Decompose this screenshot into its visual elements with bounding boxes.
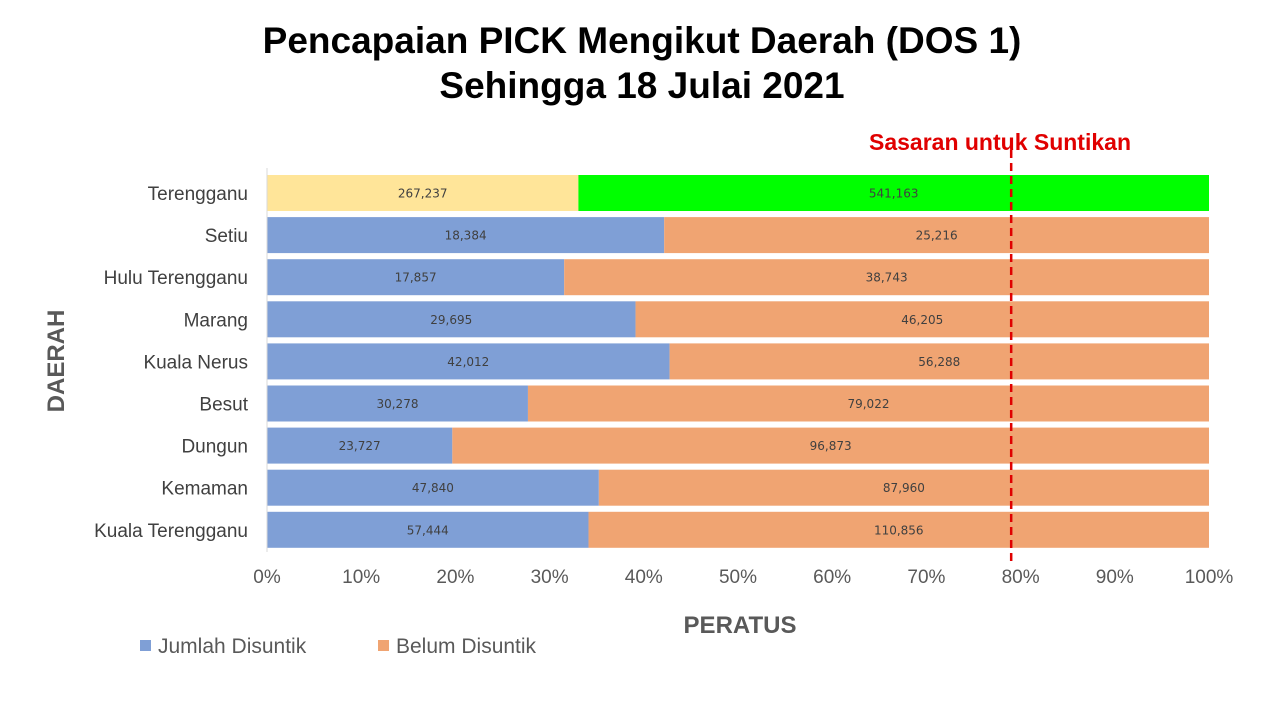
bar-belum-disuntik	[664, 217, 1209, 254]
chart-title-line-1: Pencapaian PICK Mengikut Daerah (DOS 1)	[262, 20, 1022, 61]
data-label-belum: 110,856	[874, 523, 924, 537]
data-label-belum: 46,205	[901, 313, 943, 327]
bar-jumlah-disuntik	[267, 469, 599, 506]
data-label-belum: 56,288	[918, 355, 960, 369]
bar-jumlah-disuntik	[267, 175, 579, 211]
category-label: Kuala Terengganu	[94, 521, 248, 542]
x-tick-label: 50%	[719, 567, 757, 588]
bar-jumlah-disuntik	[267, 427, 453, 464]
data-label-jumlah: 57,444	[407, 523, 449, 537]
category-label: Terengganu	[148, 184, 248, 205]
legend: Jumlah Disuntik Belum Disuntik	[140, 635, 537, 658]
data-label-belum: 79,022	[847, 397, 889, 411]
x-tick-label: 40%	[625, 567, 663, 588]
category-label: Marang	[184, 310, 248, 331]
category-label: Kuala Nerus	[143, 352, 248, 373]
bar-jumlah-disuntik	[267, 301, 636, 338]
category-label: Dungun	[181, 437, 248, 458]
category-label: Hulu Terengganu	[104, 268, 248, 289]
y-axis-title: DAERAH	[43, 310, 70, 413]
x-tick-label: 70%	[907, 567, 945, 588]
x-tick-label: 100%	[1185, 567, 1234, 588]
legend-swatch	[378, 640, 389, 651]
x-tick-label: 20%	[436, 567, 474, 588]
bar-belum-disuntik	[578, 175, 1209, 211]
data-label-belum: 541,163	[869, 187, 919, 201]
bar-jumlah-disuntik	[267, 343, 670, 380]
bar-belum-disuntik	[452, 427, 1209, 464]
data-label-belum: 38,743	[866, 271, 908, 285]
bar-jumlah-disuntik	[267, 259, 565, 296]
data-label-jumlah: 29,695	[430, 313, 472, 327]
legend-label: Belum Disuntik	[396, 635, 537, 658]
chart-title: Pencapaian PICK Mengikut Daerah (DOS 1) …	[0, 18, 1280, 108]
bar-belum-disuntik	[564, 259, 1209, 296]
data-label-jumlah: 47,840	[412, 481, 454, 495]
data-label-belum: 96,873	[810, 439, 852, 453]
bar-belum-disuntik	[669, 343, 1209, 380]
x-tick-label: 60%	[813, 567, 851, 588]
bar-belum-disuntik	[635, 301, 1209, 338]
category-label: Besut	[199, 395, 248, 416]
bar-belum-disuntik	[527, 385, 1209, 422]
data-label-belum: 87,960	[883, 481, 925, 495]
legend-label: Jumlah Disuntik	[158, 635, 307, 658]
data-label-jumlah: 18,384	[445, 229, 487, 243]
bar-jumlah-disuntik	[267, 511, 589, 548]
data-label-jumlah: 30,278	[376, 397, 418, 411]
category-labels: Terengganu Setiu Hulu Terengganu Marang Kua…	[94, 184, 249, 542]
bar-jumlah-disuntik	[267, 217, 665, 254]
bar-belum-disuntik	[588, 511, 1209, 548]
category-label: Setiu	[205, 226, 248, 247]
x-axis-title: PERATUS	[684, 612, 797, 639]
target-label: Sasaran untuk Suntikan	[869, 129, 1131, 155]
x-tick-labels: 0% 10% 20% 30% 40% 50% 60% 70% 80% 90% 100%	[253, 567, 1233, 588]
bars-group: 267,237 541,163 18,384 25,216 17,857 38,743 29…	[267, 175, 1209, 548]
x-tick-label: 80%	[1002, 567, 1040, 588]
bar-jumlah-disuntik	[267, 385, 528, 422]
legend-swatch	[140, 640, 151, 651]
data-label-jumlah: 267,237	[398, 187, 448, 201]
category-label: Kemaman	[161, 479, 248, 500]
chart-title-line-2: Sehingga 18 Julai 2021	[439, 65, 845, 106]
x-tick-label: 30%	[531, 567, 569, 588]
data-label-jumlah: 17,857	[395, 271, 437, 285]
data-label-jumlah: 23,727	[339, 439, 381, 453]
x-tick-label: 90%	[1096, 567, 1134, 588]
x-tick-label: 0%	[253, 567, 281, 588]
x-tick-label: 10%	[342, 567, 380, 588]
bar-belum-disuntik	[598, 469, 1209, 506]
data-label-jumlah: 42,012	[447, 355, 489, 369]
data-label-belum: 25,216	[916, 229, 958, 243]
